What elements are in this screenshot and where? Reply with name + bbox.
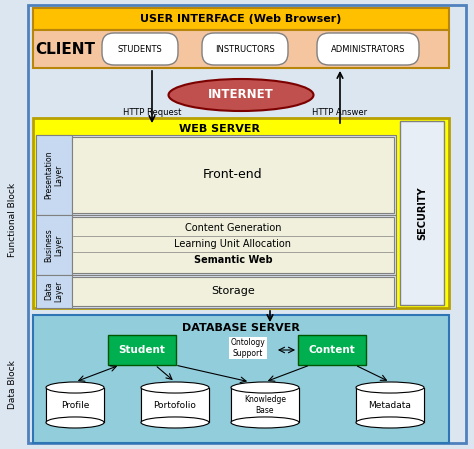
Text: Business
Layer: Business Layer [44,228,64,262]
FancyBboxPatch shape [102,33,178,65]
Text: Storage: Storage [211,286,255,296]
Ellipse shape [46,417,104,428]
Text: SECURITY: SECURITY [417,186,427,240]
Bar [141,387,209,423]
Text: Semantic Web: Semantic Web [194,255,272,265]
Ellipse shape [356,417,424,428]
Text: INSTRUCTORS: INSTRUCTORS [215,44,275,53]
Bar [33,315,449,443]
Bar [400,121,444,305]
Bar [33,8,449,30]
Bar [72,137,394,213]
Text: Data Block: Data Block [9,361,18,409]
Text: HTTP Request: HTTP Request [123,108,181,117]
Ellipse shape [231,382,299,393]
Bar [36,215,396,275]
Bar [36,215,72,275]
Text: DATABASE SERVER: DATABASE SERVER [182,323,300,333]
Text: Learning Unit Allocation: Learning Unit Allocation [174,239,292,249]
Bar [108,335,176,365]
Ellipse shape [356,382,424,393]
Ellipse shape [141,382,209,393]
Bar [36,275,72,308]
Bar [298,335,366,365]
Text: Knowledge
Base: Knowledge Base [244,395,286,415]
FancyBboxPatch shape [202,33,288,65]
Text: CLIENT: CLIENT [35,41,95,57]
Bar [46,387,104,423]
Bar [356,387,424,423]
Text: Functional Block: Functional Block [9,183,18,257]
Bar [36,135,396,215]
Text: INTERNET: INTERNET [208,88,274,101]
Text: Content: Content [309,345,356,355]
Text: Profile: Profile [61,401,89,409]
Text: Metadata: Metadata [369,401,411,409]
Text: USER INTERFACE (Web Browser): USER INTERFACE (Web Browser) [140,14,342,24]
Bar [141,387,209,423]
Bar [46,387,104,423]
Bar [33,30,449,68]
FancyBboxPatch shape [317,33,419,65]
Text: Portofolio: Portofolio [154,401,196,409]
Text: Content Generation: Content Generation [185,223,281,233]
Ellipse shape [46,382,104,393]
Bar [72,217,394,273]
Bar [72,277,394,306]
Bar [36,275,396,308]
Text: STUDENTS: STUDENTS [118,44,163,53]
Text: HTTP Answer: HTTP Answer [312,108,367,117]
Text: Student: Student [118,345,165,355]
Text: Presentation
Layer: Presentation Layer [44,151,64,199]
Text: ADMINISTRATORS: ADMINISTRATORS [331,44,405,53]
Ellipse shape [141,417,209,428]
Ellipse shape [231,417,299,428]
Ellipse shape [168,79,313,111]
Bar [33,118,449,308]
Bar [356,387,424,423]
Bar [231,387,299,423]
Text: Ontology
Support: Ontology Support [231,338,265,358]
Text: WEB SERVER: WEB SERVER [180,124,261,134]
Bar [231,387,299,423]
Text: Data
Layer: Data Layer [44,280,64,302]
Text: Front-end: Front-end [203,168,263,181]
Bar [36,135,72,215]
